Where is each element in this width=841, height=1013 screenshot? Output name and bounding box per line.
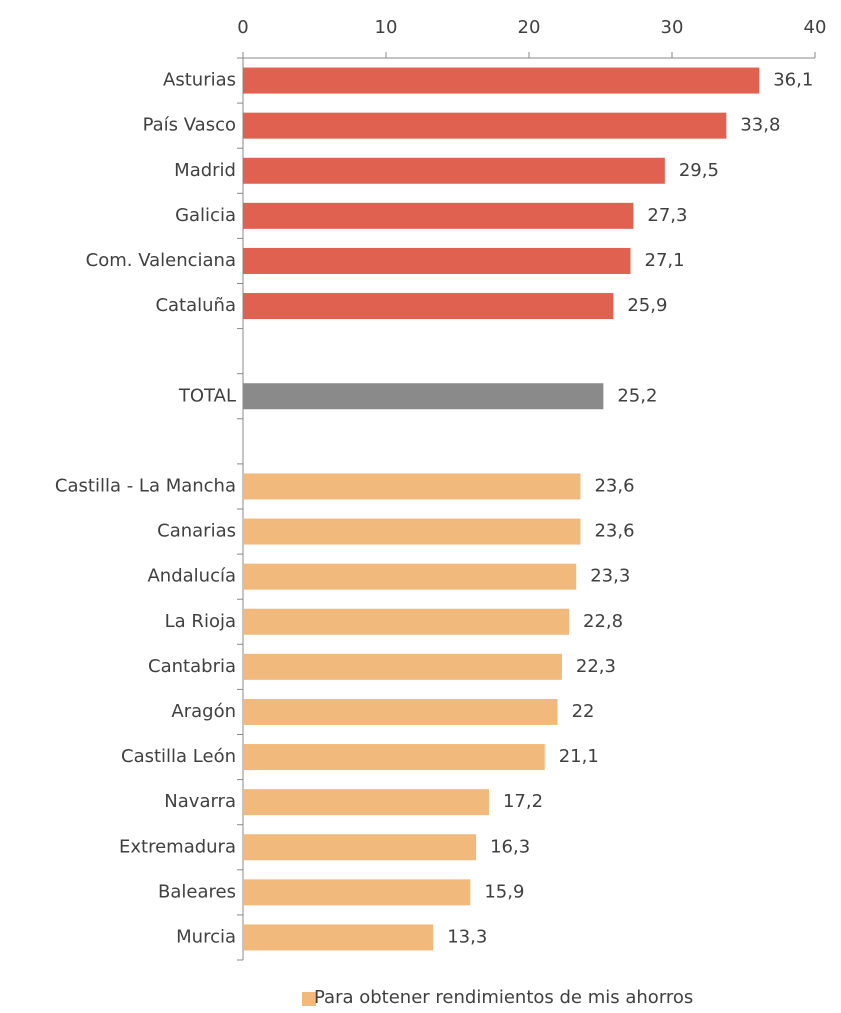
bar bbox=[243, 563, 577, 590]
y-tick-label: Castilla León bbox=[121, 746, 236, 767]
y-tick-label: Baleares bbox=[158, 881, 236, 902]
bar bbox=[243, 157, 665, 184]
value-label: 15,9 bbox=[484, 881, 524, 902]
bar bbox=[243, 473, 581, 500]
legend-swatch bbox=[302, 992, 316, 1006]
y-tick-label: Asturias bbox=[163, 70, 236, 91]
value-label: 22,8 bbox=[583, 611, 623, 632]
bar bbox=[243, 698, 558, 725]
y-tick-label: La Rioja bbox=[165, 611, 236, 632]
y-tick-label: Madrid bbox=[174, 160, 236, 181]
bar bbox=[243, 608, 570, 635]
y-tick-label: Extremadura bbox=[119, 836, 236, 857]
y-tick-label: Com. Valenciana bbox=[86, 250, 236, 271]
bar bbox=[243, 518, 581, 545]
bar bbox=[243, 744, 545, 771]
bar bbox=[243, 653, 562, 680]
x-tick-label: 0 bbox=[237, 17, 248, 38]
x-tick-label: 20 bbox=[518, 17, 541, 38]
value-label: 27,3 bbox=[647, 205, 687, 226]
y-tick-label: Andalucía bbox=[147, 566, 236, 587]
y-tick-label: Cantabria bbox=[148, 656, 236, 677]
value-label: 22 bbox=[572, 701, 595, 722]
value-label: 17,2 bbox=[503, 791, 543, 812]
bar bbox=[243, 789, 489, 816]
bar bbox=[243, 247, 631, 274]
value-label: 21,1 bbox=[559, 746, 599, 767]
bar bbox=[243, 67, 760, 94]
y-tick-label: Murcia bbox=[176, 926, 236, 947]
x-tick-label: 10 bbox=[375, 17, 398, 38]
value-label: 29,5 bbox=[679, 160, 719, 181]
value-label: 22,3 bbox=[576, 656, 616, 677]
y-tick-label: TOTAL bbox=[178, 385, 236, 406]
value-label: 25,9 bbox=[627, 295, 667, 316]
y-tick-label: Aragón bbox=[171, 701, 236, 722]
bar bbox=[243, 924, 434, 951]
y-tick-label: Castilla - La Mancha bbox=[55, 475, 236, 496]
bar bbox=[243, 383, 604, 410]
bar bbox=[243, 202, 634, 229]
bar bbox=[243, 112, 727, 139]
value-label: 23,6 bbox=[594, 475, 634, 496]
bar bbox=[243, 879, 471, 906]
x-tick-label: 30 bbox=[661, 17, 684, 38]
y-tick-label: Canarias bbox=[157, 521, 236, 542]
legend-label: Para obtener rendimientos de mis ahorros bbox=[314, 987, 693, 1008]
value-label: 33,8 bbox=[740, 115, 780, 136]
value-label: 16,3 bbox=[490, 836, 530, 857]
value-label: 36,1 bbox=[773, 70, 813, 91]
y-tick-label: País Vasco bbox=[143, 115, 236, 136]
value-label: 13,3 bbox=[447, 926, 487, 947]
value-label: 25,2 bbox=[617, 385, 657, 406]
value-label: 23,3 bbox=[590, 566, 630, 587]
y-tick-label: Navarra bbox=[164, 791, 236, 812]
bar bbox=[243, 834, 477, 861]
y-tick-label: Galicia bbox=[175, 205, 236, 226]
value-label: 23,6 bbox=[594, 521, 634, 542]
y-tick-label: Cataluña bbox=[155, 295, 236, 316]
x-tick-label: 40 bbox=[804, 17, 827, 38]
bar bbox=[243, 293, 614, 320]
value-label: 27,1 bbox=[645, 250, 685, 271]
